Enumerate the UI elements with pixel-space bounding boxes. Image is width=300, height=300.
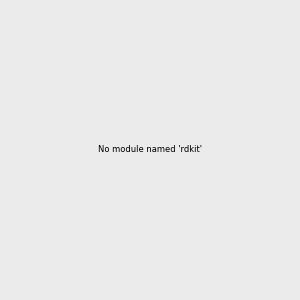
Text: No module named 'rdkit': No module named 'rdkit' <box>98 146 202 154</box>
